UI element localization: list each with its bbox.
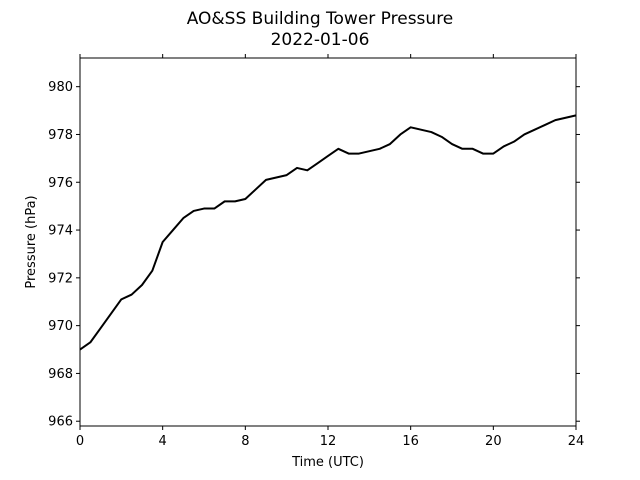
x-tick-label: 12: [320, 434, 337, 449]
chart-subtitle: 2022-01-06: [271, 30, 370, 50]
plot-frame: [79, 57, 577, 427]
y-axis-label: Pressure (hPa): [24, 195, 39, 288]
y-tick-label: 972: [48, 271, 73, 286]
y-tick-label: 980: [48, 80, 73, 95]
x-tick-label: 0: [76, 434, 84, 449]
y-tick-label: 970: [48, 319, 73, 334]
y-tick-label: 966: [48, 415, 73, 430]
y-tick-label: 968: [48, 367, 73, 382]
x-tick-label: 8: [241, 434, 249, 449]
y-tick-label: 974: [48, 224, 73, 239]
y-tick-label: 976: [48, 176, 73, 191]
x-axis-label: Time (UTC): [291, 455, 364, 470]
x-tick-label: 16: [402, 434, 419, 449]
x-tick-label: 4: [159, 434, 167, 449]
data-line: [79, 114, 577, 351]
x-tick-label: 20: [485, 434, 502, 449]
x-tick-label: 24: [568, 434, 585, 449]
y-tick-label: 978: [48, 128, 73, 143]
chart-title: AO&SS Building Tower Pressure: [187, 9, 454, 29]
